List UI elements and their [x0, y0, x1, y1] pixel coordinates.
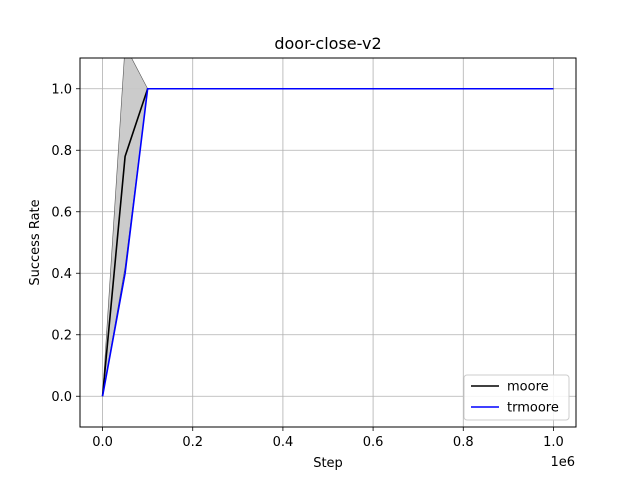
x-tick-label: 0.0: [92, 435, 113, 450]
x-tick-label: 0.4: [273, 435, 294, 450]
legend: moore trmoore: [463, 374, 570, 421]
x-tick-label: 0.8: [453, 435, 474, 450]
y-tick-label: 0.4: [51, 267, 72, 282]
x-axis: 0.0 0.2 0.4 0.6 0.8 1.0: [92, 427, 564, 450]
y-tick-label: 0.8: [51, 144, 72, 159]
plot-content: [101, 58, 554, 397]
plot-frame: [79, 57, 577, 428]
y-axis: 0.0 0.2 0.4 0.6 0.8 1.0: [51, 82, 80, 405]
series-line-trmoore: [101, 87, 554, 397]
x-axis-label: Step: [313, 456, 343, 471]
chart-title: door-close-v2: [274, 34, 381, 53]
y-tick-label: 0.2: [51, 328, 72, 343]
x-tick-label: 1.0: [543, 435, 564, 450]
legend-label-moore: moore: [507, 380, 549, 395]
x-axis-offset-text: 1e6: [550, 455, 575, 470]
y-tick-label: 0.0: [51, 390, 72, 405]
legend-label-trmoore: trmoore: [507, 401, 559, 416]
y-axis-label: Success Rate: [28, 199, 43, 285]
y-tick-label: 0.6: [51, 205, 72, 220]
x-tick-label: 0.6: [363, 435, 384, 450]
y-tick-label: 1.0: [51, 82, 72, 97]
x-tick-label: 0.2: [182, 435, 203, 450]
grid-lines: [80, 58, 576, 427]
